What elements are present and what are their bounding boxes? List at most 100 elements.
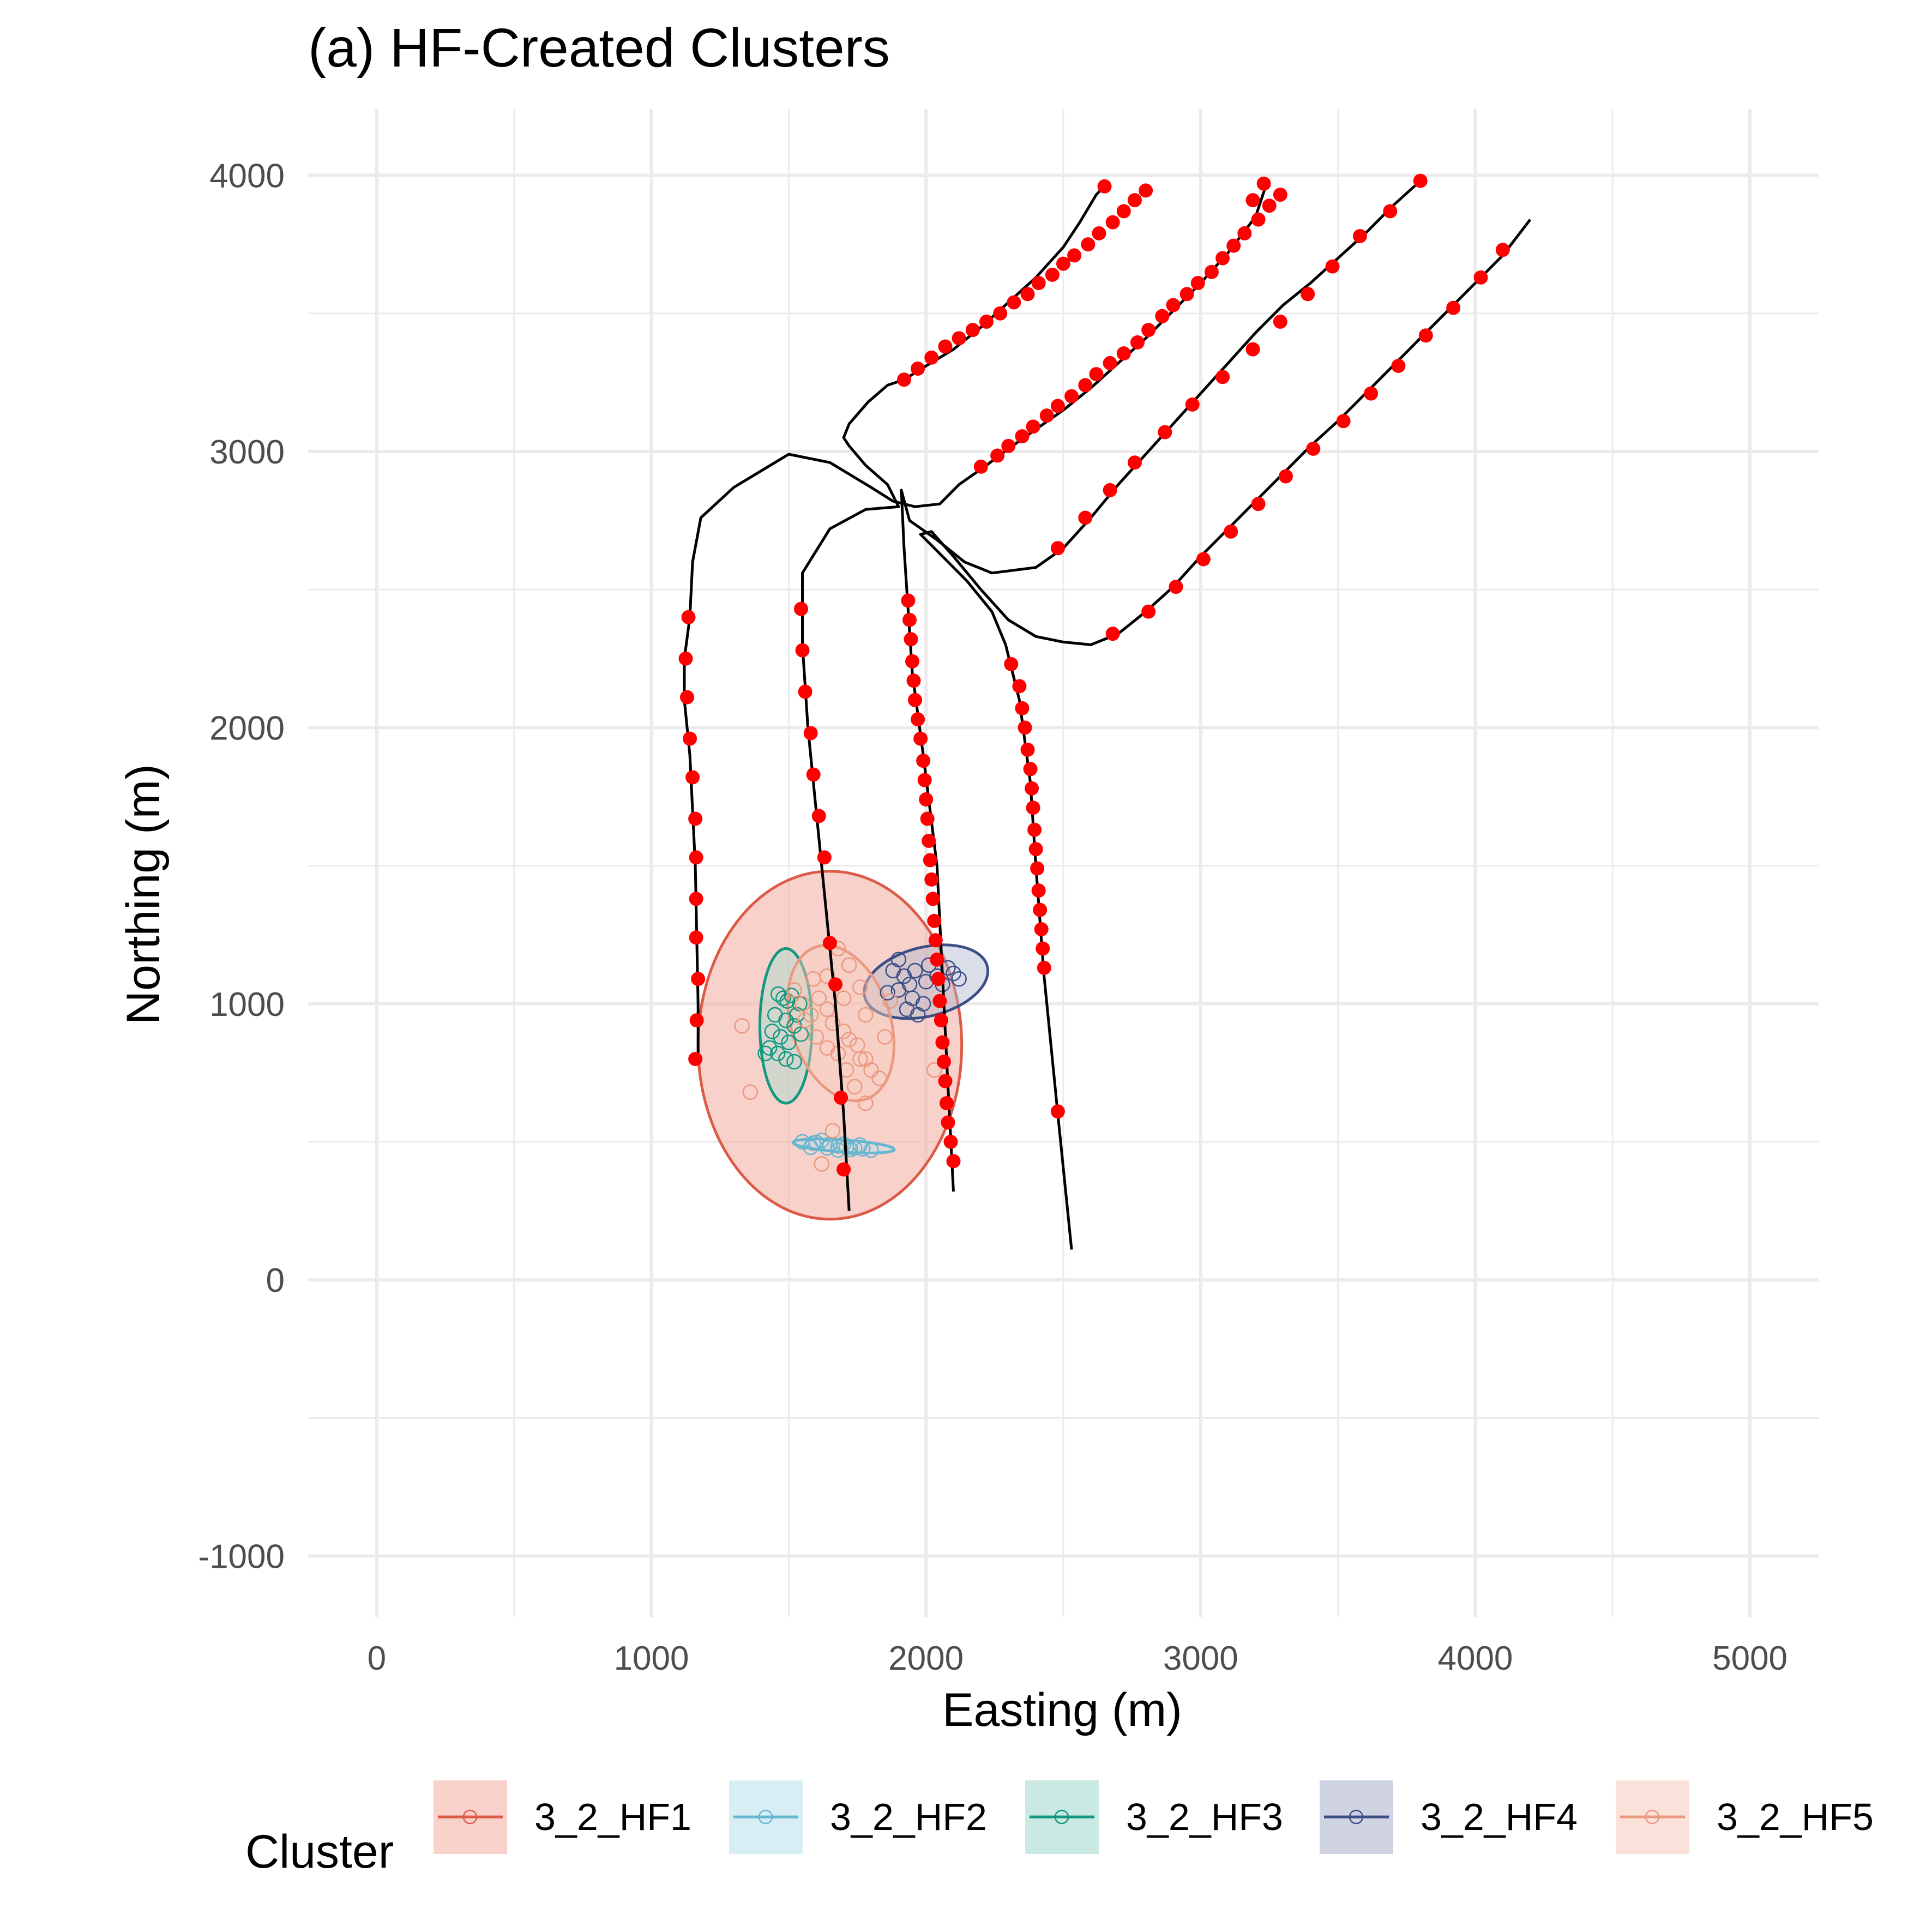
stage-marker	[1278, 469, 1293, 484]
cluster-point-3_2_HF4	[910, 1007, 926, 1023]
stage-marker	[828, 977, 842, 992]
stage-marker	[990, 448, 1005, 463]
stage-marker	[1383, 204, 1398, 219]
stage-marker	[1273, 314, 1287, 329]
x-tick-label: 1000	[614, 1640, 689, 1677]
legend-label: 3_2_HF1	[534, 1796, 691, 1838]
stage-marker	[1050, 1104, 1065, 1119]
stage-marker	[911, 712, 925, 727]
cluster-point-3_2_HF5	[824, 1123, 841, 1139]
stage-marker	[924, 872, 939, 887]
legend: Cluster 3_2_HF1 3_2_HF2 3_2_HF3 3_2_HF4 3_2_…	[245, 1780, 1874, 1878]
cluster-points	[734, 941, 967, 1172]
stage-marker	[1050, 399, 1065, 413]
stage-marker	[1004, 657, 1019, 671]
stage-marker	[1196, 552, 1211, 567]
stage-marker	[941, 1115, 955, 1130]
cluster-point-3_2_HF3	[764, 1024, 780, 1039]
stage-marker	[1105, 627, 1120, 641]
stage-marker	[924, 350, 939, 365]
stage-marker	[1352, 228, 1367, 243]
stage-marker	[906, 673, 921, 688]
x-tick-label: 3000	[1163, 1640, 1238, 1677]
stage-marker	[803, 726, 818, 741]
cluster-point-3_2_HF5	[858, 1095, 874, 1111]
stage-marker	[1141, 323, 1156, 338]
x-axis-label: Easting (m)	[942, 1684, 1182, 1736]
stage-marker	[925, 892, 940, 906]
stage-marker	[681, 610, 696, 624]
well-path-4	[919, 219, 1532, 1250]
cluster-point-3_2_HF2	[852, 1137, 868, 1153]
stage-marker	[806, 767, 821, 782]
stage-marker	[1306, 441, 1321, 456]
stage-marker	[1336, 414, 1351, 429]
stage-marker	[979, 314, 994, 329]
stage-marker	[927, 913, 942, 928]
stage-marker	[922, 833, 936, 848]
cluster-point-3_2_HF3	[757, 1045, 773, 1062]
stage-marker	[1045, 267, 1060, 282]
stage-marker	[1364, 386, 1379, 401]
stage-marker	[1141, 604, 1156, 619]
stage-marker	[1064, 389, 1079, 404]
stage-marker	[1020, 287, 1035, 302]
legend-label: 3_2_HF3	[1126, 1796, 1283, 1838]
cluster-point-3_2_HF5	[852, 1051, 868, 1067]
stage-marker	[928, 933, 943, 948]
stage-marker	[1031, 883, 1046, 898]
stage-marker	[938, 1074, 953, 1088]
cluster-point-3_2_HF3	[770, 986, 786, 1002]
stage-marker	[1139, 183, 1153, 198]
cluster-point-3_2_HF5	[858, 1007, 874, 1023]
stage-marker	[1495, 243, 1510, 257]
stage-marker	[1116, 204, 1131, 219]
cluster-ellipses	[696, 870, 990, 1221]
stage-marker	[1158, 425, 1172, 440]
stage-marker	[1256, 176, 1271, 191]
stage-marker	[1185, 397, 1200, 412]
cluster-point-3_2_HF5	[926, 1062, 942, 1078]
stage-marker	[834, 1090, 848, 1105]
cluster-ellipse-3_2_HF3	[758, 947, 814, 1105]
stage-marker	[1031, 276, 1046, 291]
stage-marker	[1026, 801, 1040, 815]
stage-marker	[1237, 226, 1252, 240]
cluster-point-3_2_HF5	[819, 968, 835, 984]
stage-marker	[1446, 300, 1461, 315]
cluster-point-3_2_HF4	[880, 985, 895, 1001]
stage-marker	[1325, 259, 1340, 274]
stage-marker	[1036, 941, 1050, 956]
legend-label: 3_2_HF2	[830, 1796, 987, 1838]
y-tick-label: 3000	[209, 434, 285, 471]
stage-marker	[1413, 173, 1428, 188]
stage-marker	[1020, 742, 1035, 757]
stage-marker	[1215, 370, 1230, 384]
stage-marker	[1081, 237, 1096, 252]
stage-marker	[685, 770, 700, 785]
legend-point-3_2_HF2	[758, 1809, 773, 1825]
cluster-point-3_2_HF5	[841, 1032, 857, 1048]
stage-marker	[1105, 215, 1120, 230]
stage-marker	[946, 1154, 961, 1169]
cluster-point-3_2_HF5	[742, 1084, 759, 1100]
stage-marker	[920, 811, 935, 826]
stage-marker	[822, 936, 837, 950]
legend-point-3_2_HF4	[1349, 1809, 1364, 1825]
cluster-point-3_2_HF3	[775, 990, 791, 1006]
x-axis-ticks: 0 1000 2000 3000 4000 5000	[368, 1640, 1787, 1677]
stage-marker	[934, 1013, 948, 1028]
cluster-point-3_2_HF5	[811, 990, 827, 1006]
stage-marker	[939, 1096, 954, 1111]
stage-marker	[1089, 367, 1104, 382]
stage-marker	[798, 684, 812, 699]
stage-marker	[1030, 861, 1045, 876]
x-tick-label: 5000	[1712, 1640, 1787, 1677]
stage-marker	[1039, 408, 1054, 423]
stage-marker	[1025, 781, 1039, 796]
stage-marker	[973, 459, 988, 474]
cluster-point-3_2_HF4	[946, 965, 961, 982]
cluster-point-3_2_HF2	[863, 1142, 879, 1158]
cluster-point-3_2_HF3	[761, 1040, 778, 1056]
stage-marker	[930, 952, 944, 967]
